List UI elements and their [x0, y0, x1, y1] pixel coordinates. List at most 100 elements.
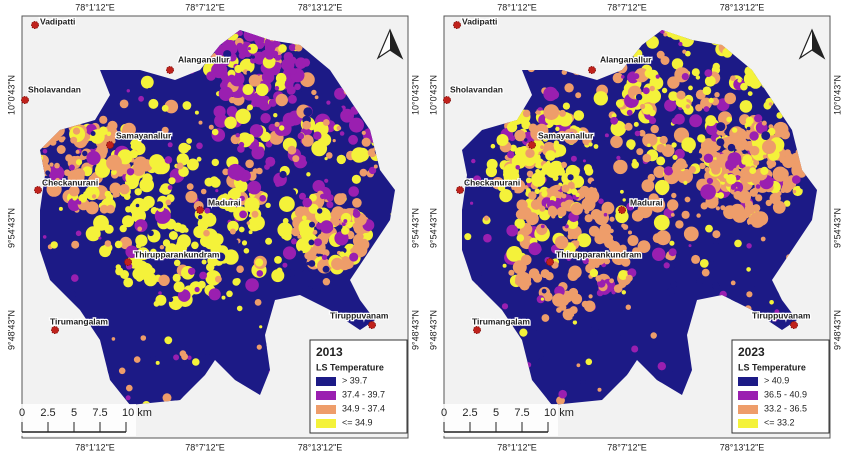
lst-patch: [566, 256, 572, 262]
lst-patch: [339, 251, 345, 258]
scale-label: 5: [493, 407, 499, 419]
lst-patch: [663, 262, 670, 269]
lst-patch: [615, 209, 629, 224]
lst-patch: [746, 291, 753, 298]
place-marker: [453, 21, 461, 29]
lst-patch: [296, 237, 312, 254]
lst-patch: [111, 337, 116, 341]
legend-swatch: [316, 405, 336, 414]
lst-patch: [58, 206, 63, 211]
lst-patch: [67, 197, 82, 212]
scale-bg: [14, 404, 136, 436]
lst-patch: [572, 320, 578, 325]
lst-patch: [168, 296, 174, 302]
lst-patch: [332, 139, 336, 143]
legend-label: 36.5 - 40.9: [764, 389, 807, 399]
lst-patch: [75, 159, 83, 166]
lst-patch: [730, 203, 745, 219]
lst-patch: [577, 129, 584, 137]
lst-patch: [237, 145, 245, 153]
lst-patch: [334, 193, 346, 206]
lst-patch: [140, 335, 147, 341]
lst-patch: [514, 218, 526, 229]
lst-patch: [711, 235, 721, 245]
lst-patch: [306, 172, 311, 177]
legend-swatch: [316, 391, 336, 400]
lst-patch: [768, 102, 773, 106]
latitude-label: 10°0'43"N: [832, 75, 842, 115]
lst-patch: [210, 177, 221, 188]
lst-patch: [302, 197, 313, 208]
lst-patch: [71, 274, 79, 282]
latitude-label: 10°0'43"N: [6, 75, 16, 115]
lst-patch: [612, 72, 624, 84]
lst-patch: [560, 201, 568, 208]
lst-patch: [712, 282, 720, 290]
lst-patch: [528, 191, 537, 200]
lst-patch: [704, 75, 716, 87]
lst-patch: [213, 105, 226, 118]
lst-patch: [322, 265, 330, 273]
place-marker: [21, 96, 29, 104]
lst-patch: [655, 230, 671, 246]
latitude-label: 9°48'43"N: [6, 310, 16, 350]
lst-patch: [509, 144, 517, 152]
lst-patch: [730, 280, 736, 286]
lst-patch: [633, 121, 639, 127]
lst-patch: [247, 217, 262, 232]
lst-patch: [126, 143, 131, 148]
lst-patch: [725, 168, 730, 174]
lst-patch: [761, 131, 771, 141]
lst-patch: [760, 236, 766, 242]
lst-patch: [250, 57, 257, 64]
lst-patch: [485, 165, 497, 178]
lst-patch: [700, 147, 705, 152]
lst-patch: [287, 145, 297, 155]
lst-patch: [584, 300, 596, 312]
longitude-label: 78°1'12"E: [497, 442, 537, 452]
lst-patch: [206, 71, 216, 81]
lst-patch: [281, 233, 288, 240]
longitude-label: 78°13'12"E: [298, 2, 343, 12]
lst-patch: [706, 177, 713, 185]
lst-patch: [611, 290, 616, 295]
lst-patch: [234, 64, 243, 74]
lst-patch: [696, 278, 704, 286]
lst-patch: [257, 146, 265, 154]
lst-patch: [122, 122, 136, 137]
lst-patch: [176, 239, 187, 250]
lst-patch: [361, 130, 366, 135]
lst-patch: [551, 132, 556, 137]
lst-patch: [739, 100, 753, 113]
lst-patch: [142, 401, 151, 405]
lst-patch: [288, 43, 297, 52]
lst-patch: [197, 280, 206, 289]
place-label: Samayanallur: [116, 130, 172, 140]
lst-patch: [560, 161, 567, 168]
lst-patch: [672, 259, 681, 269]
lst-patch: [656, 156, 666, 166]
lst-patch: [311, 89, 317, 96]
longitude-label: 78°1'12"E: [75, 2, 115, 12]
lst-patch: [336, 125, 342, 131]
lst-patch: [704, 167, 710, 173]
lst-patch: [545, 150, 556, 161]
lst-patch: [675, 220, 684, 229]
lst-patch: [194, 110, 199, 115]
lst-patch: [676, 90, 686, 100]
lst-patch: [275, 93, 288, 107]
lst-patch: [265, 140, 273, 148]
lst-patch: [256, 344, 262, 350]
lst-patch: [241, 240, 248, 246]
lst-patch: [286, 85, 296, 95]
latitude-label: 9°48'43"N: [832, 310, 842, 350]
lst-patch: [621, 290, 626, 295]
lst-patch: [593, 253, 606, 265]
lst-patch: [93, 215, 109, 231]
lst-patch: [755, 194, 763, 202]
lst-patch: [98, 236, 102, 240]
lst-patch: [352, 198, 362, 208]
lst-patch: [196, 142, 203, 150]
lst-patch: [682, 49, 687, 54]
lst-patch: [560, 304, 567, 311]
